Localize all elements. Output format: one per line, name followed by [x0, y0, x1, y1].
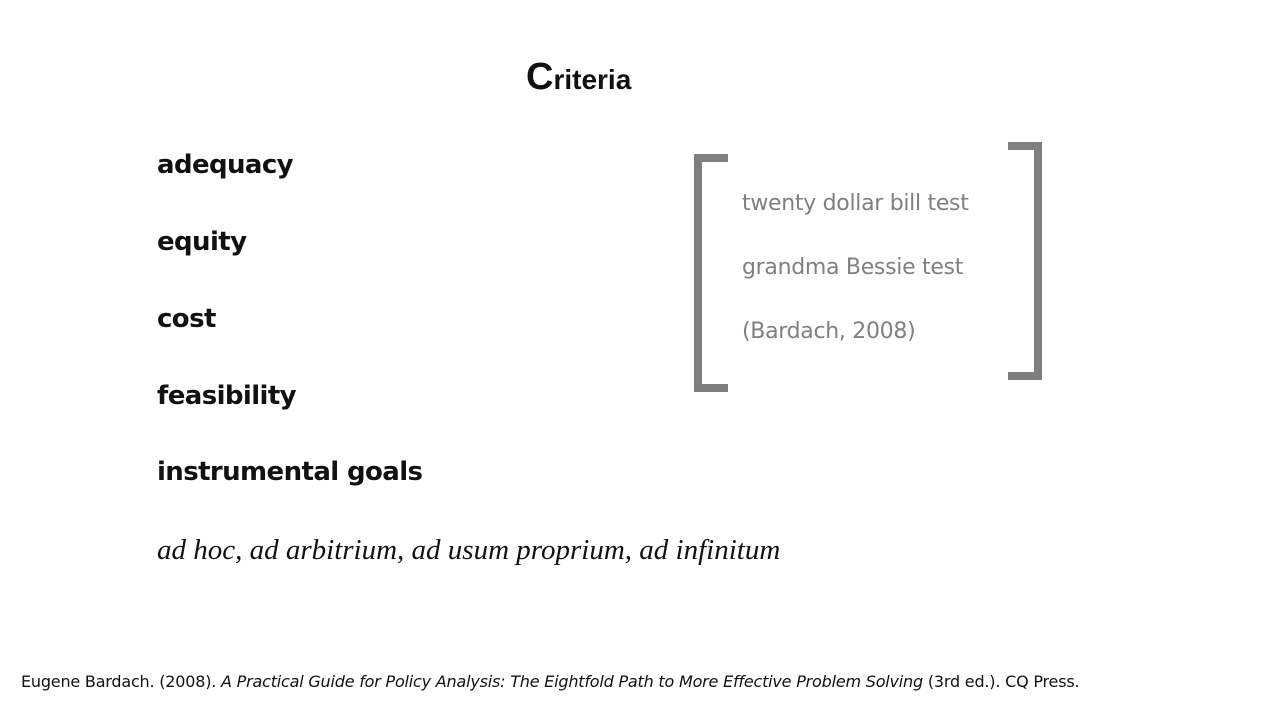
slide-title-rest: riteria [553, 64, 632, 95]
left-bracket [694, 154, 728, 392]
citation-book-title: A Practical Guide for Policy Analysis: T… [221, 672, 923, 691]
citation-author-year: Eugene Bardach. (2008). [21, 672, 222, 691]
test-twenty-dollar-bill: twenty dollar bill test [742, 191, 969, 216]
slide-title: Criteria [526, 56, 631, 99]
criterion-equity: equity [157, 227, 247, 257]
slide-title-initial: C [526, 56, 554, 98]
test-grandma-bessie: grandma Bessie test [742, 255, 964, 280]
criterion-feasibility: feasibility [157, 381, 297, 411]
reference-citation: Eugene Bardach. (2008). A Practical Guid… [21, 672, 1080, 691]
right-bracket [1008, 142, 1042, 380]
criterion-adequacy: adequacy [157, 150, 294, 180]
criterion-cost: cost [157, 304, 216, 334]
latin-phrase: ad hoc, ad arbitrium, ad usum proprium, … [157, 534, 781, 566]
citation-edition-publisher: (3rd ed.). CQ Press. [922, 672, 1080, 691]
criterion-instrumental-goals: instrumental goals [157, 457, 423, 487]
test-source-reference: (Bardach, 2008) [742, 319, 916, 344]
